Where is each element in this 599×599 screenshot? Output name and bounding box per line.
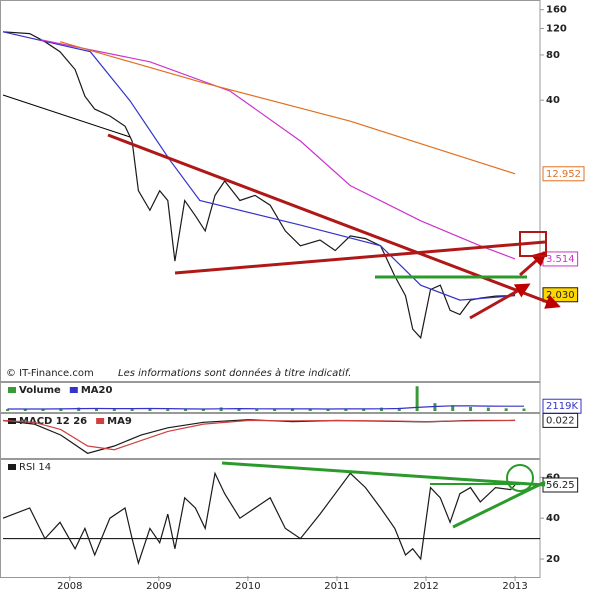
y-tick-label: 40 bbox=[546, 95, 560, 106]
legend-swatch bbox=[69, 387, 78, 393]
last-value-box bbox=[542, 166, 585, 182]
rsi-line bbox=[221, 461, 546, 487]
resistance-line bbox=[107, 133, 561, 309]
last-value-label: 3.514 bbox=[546, 254, 575, 265]
last-value-label: 0.022 bbox=[546, 415, 575, 426]
volume-bar bbox=[130, 408, 134, 411]
volume-bar bbox=[5, 409, 9, 411]
last-value-label: 12.952 bbox=[546, 169, 581, 180]
last-value: 3.514 bbox=[542, 251, 579, 267]
series-line bbox=[2, 471, 516, 566]
series-line bbox=[2, 31, 516, 301]
rsi-line bbox=[452, 480, 546, 529]
panel bbox=[0, 0, 541, 382]
legend-label: Volume bbox=[19, 385, 61, 396]
volume-bar bbox=[59, 408, 63, 411]
series-line bbox=[2, 31, 516, 340]
arrow bbox=[469, 283, 531, 320]
series-line bbox=[2, 419, 516, 451]
last-value: 0.022 bbox=[542, 412, 579, 428]
source: © IT-Finance.com bbox=[6, 368, 94, 379]
volume-bar bbox=[166, 409, 170, 411]
volume-bar bbox=[486, 407, 490, 411]
series-line bbox=[59, 41, 516, 175]
volume-bar bbox=[504, 408, 508, 411]
trend-line bbox=[2, 94, 131, 138]
support-line bbox=[174, 240, 546, 275]
volume-bar bbox=[362, 409, 366, 411]
volume-bar bbox=[255, 409, 259, 411]
x-tick-label: 2010 bbox=[235, 581, 260, 592]
volume-bar bbox=[397, 407, 401, 411]
panel-title: RSI 14 bbox=[19, 462, 51, 473]
legend-swatch bbox=[96, 418, 105, 424]
volume-bar bbox=[201, 408, 205, 411]
volume-bar bbox=[77, 407, 81, 411]
panel bbox=[0, 382, 541, 413]
series-line bbox=[7, 405, 524, 410]
volume-bar bbox=[273, 408, 277, 411]
last-value-label: 56.25 bbox=[546, 480, 575, 491]
volume-bar bbox=[148, 408, 152, 411]
last-value: 56.25 bbox=[542, 477, 579, 493]
legend-swatch bbox=[8, 387, 16, 393]
last-value-label: 2.030 bbox=[546, 290, 575, 301]
y-tick-label: 40 bbox=[546, 513, 560, 524]
volume-bar bbox=[237, 408, 241, 411]
rsi-circle bbox=[506, 464, 534, 492]
note: Les informations sont données à titre in… bbox=[118, 367, 351, 379]
volume-bar bbox=[469, 406, 473, 411]
panel bbox=[0, 413, 541, 459]
volume-bar bbox=[290, 408, 294, 411]
legend-swatch bbox=[8, 464, 16, 470]
last-value-box bbox=[542, 412, 579, 428]
last-value: 12.952 bbox=[542, 166, 585, 182]
y-tick-label: 80 bbox=[546, 50, 560, 61]
y-tick-label: 20 bbox=[546, 554, 560, 565]
last-value: 2119K bbox=[542, 398, 582, 414]
volume-bar bbox=[308, 409, 312, 411]
y-tick-label: 120 bbox=[546, 23, 567, 34]
x-tick-label: 2011 bbox=[324, 581, 349, 592]
x-tick-label: 2008 bbox=[57, 581, 82, 592]
y-tick-label: 160 bbox=[546, 5, 567, 16]
legend-label: MA20 bbox=[81, 385, 113, 396]
x-tick-label: 2013 bbox=[502, 581, 527, 592]
volume-bar bbox=[41, 409, 45, 411]
volume-bar bbox=[184, 409, 188, 411]
series-line bbox=[40, 39, 516, 260]
annotations bbox=[2, 94, 561, 529]
volume-bar bbox=[95, 408, 99, 411]
last-value: 2.030 bbox=[542, 287, 579, 303]
volume-bar bbox=[451, 405, 455, 411]
legend-label: MA9 bbox=[107, 416, 132, 427]
legend-label: MACD 12 26 bbox=[19, 416, 87, 427]
volume-bar bbox=[23, 408, 27, 411]
target-box bbox=[519, 231, 547, 257]
volume-bar bbox=[415, 386, 419, 411]
volume-bar bbox=[522, 408, 526, 411]
volume-bar bbox=[326, 408, 330, 411]
panel bbox=[0, 459, 541, 578]
volume-bar bbox=[344, 408, 348, 411]
x-tick-label: 2009 bbox=[146, 581, 171, 592]
x-tick-label: 2012 bbox=[413, 581, 438, 592]
last-value-label: 2119K bbox=[546, 401, 578, 412]
volume-bar bbox=[112, 408, 116, 411]
